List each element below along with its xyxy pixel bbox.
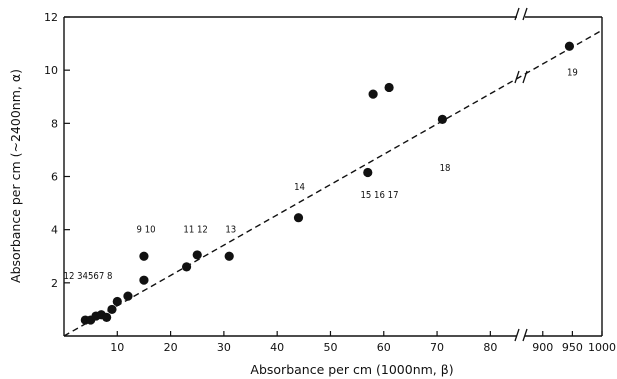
data-point bbox=[368, 89, 378, 99]
fit-line-group bbox=[63, 29, 603, 337]
x-tick-label: 900 bbox=[532, 341, 553, 354]
axis-break-mark-mid-left bbox=[514, 70, 520, 84]
x-tick-label: 1000 bbox=[588, 341, 616, 354]
x-tick-label: 20 bbox=[164, 341, 178, 354]
data-point bbox=[123, 291, 133, 301]
x-tick-label: 950 bbox=[562, 341, 583, 354]
ticks: 10 20 30 40 50 60 70 80 900 950 1000 2 4 6 8 10 12 bbox=[44, 11, 616, 354]
point-label: 11 12 bbox=[183, 224, 207, 235]
data-point bbox=[192, 250, 202, 260]
y-tick-label: 8 bbox=[51, 117, 58, 130]
y-tick-label: 2 bbox=[51, 277, 58, 290]
point-label: 15 16 17 bbox=[360, 190, 398, 201]
plot-frame bbox=[63, 7, 603, 342]
x-tick-label: 80 bbox=[483, 341, 497, 354]
data-point bbox=[363, 167, 373, 178]
axis-break-mark-bottom-right bbox=[522, 328, 528, 342]
data-point bbox=[112, 296, 122, 307]
x-tick-label: 70 bbox=[430, 341, 444, 354]
point-label: 19 bbox=[567, 67, 578, 78]
data-point bbox=[102, 312, 112, 322]
data-point bbox=[224, 251, 234, 261]
point-label: 9 10 bbox=[137, 224, 156, 235]
y-axis-label: Absorbance per cm (~2400nm, α) bbox=[8, 69, 23, 283]
point-label: 14 bbox=[294, 182, 305, 193]
x-tick-label: 60 bbox=[377, 341, 391, 354]
point-annotations: 12 34567 8 9 10 11 12 13 14 15 16 17 18 19 bbox=[64, 67, 578, 281]
point-label: 13 bbox=[225, 224, 236, 235]
x-axis-label: Absorbance per cm (1000nm, β) bbox=[250, 362, 453, 377]
y-tick-label: 4 bbox=[51, 224, 58, 237]
data-points bbox=[80, 41, 575, 325]
axis-break-mark-top-right bbox=[522, 7, 528, 21]
axis-break-mark-top-left bbox=[514, 7, 520, 21]
data-point bbox=[107, 304, 117, 315]
fit-line bbox=[63, 29, 603, 337]
data-point bbox=[293, 213, 304, 223]
point-label: 12 34567 8 bbox=[64, 271, 113, 282]
y-tick-label: 12 bbox=[44, 11, 58, 24]
point-label: 18 bbox=[440, 163, 451, 174]
y-tick-label: 6 bbox=[51, 171, 58, 184]
axis-break-marks bbox=[514, 7, 528, 342]
x-tick-label: 50 bbox=[323, 341, 337, 354]
y-tick-label: 10 bbox=[44, 64, 58, 77]
x-tick-label: 10 bbox=[110, 341, 124, 354]
data-point bbox=[139, 251, 149, 261]
data-point bbox=[437, 114, 447, 124]
data-point bbox=[139, 275, 149, 285]
data-point bbox=[384, 82, 394, 93]
x-tick-label: 40 bbox=[270, 341, 284, 354]
axis-break-mark-bottom-left bbox=[514, 328, 520, 342]
data-point bbox=[181, 262, 192, 272]
x-tick-label: 30 bbox=[217, 341, 231, 354]
data-point bbox=[564, 41, 575, 51]
